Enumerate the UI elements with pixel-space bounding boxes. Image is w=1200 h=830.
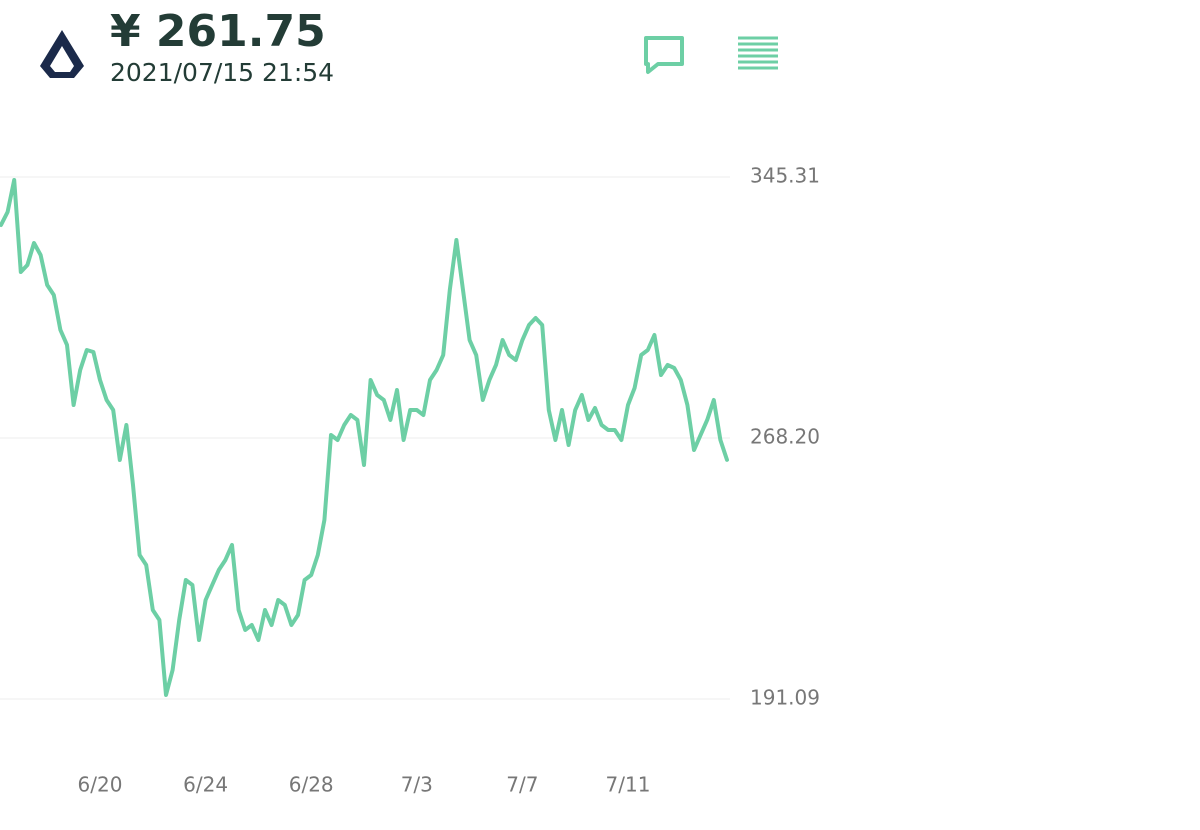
logo (40, 30, 84, 78)
x-tick-label: 7/7 (506, 773, 538, 797)
timestamp: 2021/07/15 21:54 (110, 58, 334, 87)
x-tick-label: 7/11 (606, 773, 651, 797)
price-line (0, 178, 729, 698)
x-tick-label: 6/28 (289, 773, 334, 797)
price: ¥ 261.75 (110, 6, 326, 57)
x-tick-label: 7/3 (401, 773, 433, 797)
y-tick-label: 268.20 (750, 425, 820, 449)
y-tick-label: 345.31 (750, 164, 820, 188)
x-tick-label: 6/20 (78, 773, 123, 797)
x-tick-label: 6/24 (183, 773, 228, 797)
y-tick-label: 191.09 (750, 686, 820, 710)
chat-button[interactable] (644, 36, 684, 74)
menu-button[interactable] (738, 36, 778, 70)
